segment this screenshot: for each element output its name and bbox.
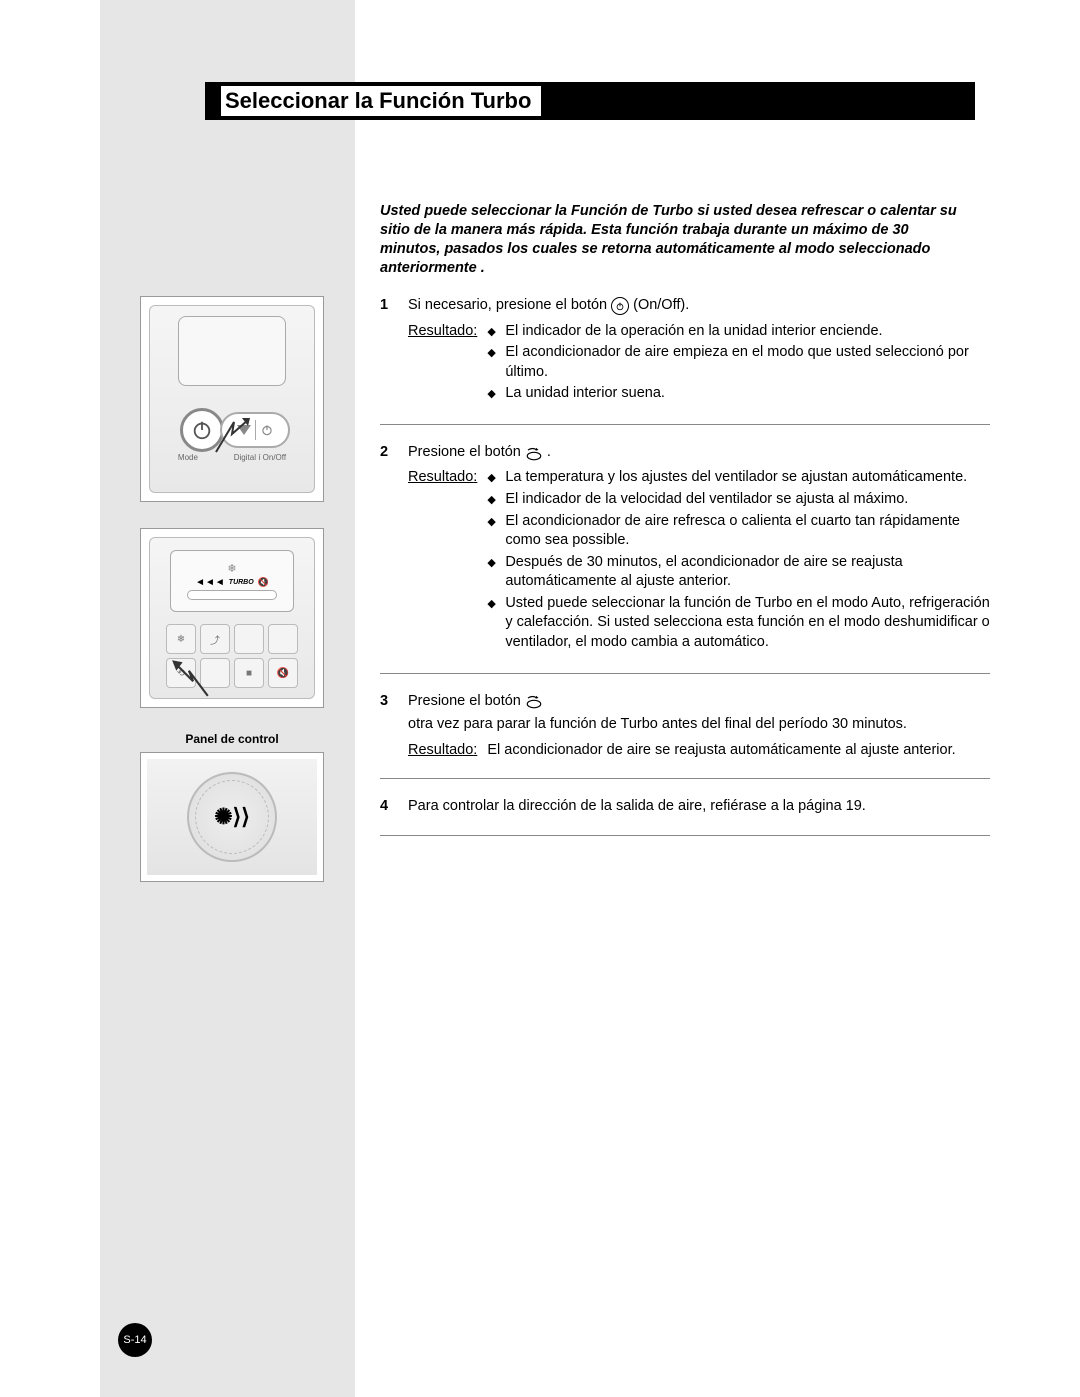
diamond-bullet-icon [487,384,499,404]
step-number: 2 [380,443,394,655]
panel-de-control-label: Panel de control [140,732,324,746]
step-text: . [547,443,551,463]
fan-bars-icon: ◄◄◄ [195,577,225,588]
step: 4 Para controlar la dirección de la salid… [380,797,990,836]
remote-screen [178,316,286,386]
step-number: 3 [380,692,394,761]
turbo-icon [525,444,543,462]
panel-dial: ✺⟩⟩ [187,772,277,862]
snowflake-icon: ❄ [227,562,236,575]
remote-body: Mode Digital í On/Off [149,305,315,493]
result-text: El indicador de la operación en la unida… [505,322,882,342]
result-list: La temperatura y los ajustes del ventila… [487,468,990,654]
step: 1 Si necesario, presione el botón (On/Off… [380,296,990,425]
page-title: Seleccionar la Función Turbo [221,86,541,116]
power-icon [611,297,629,315]
remote-small-button: ❄ [166,624,196,654]
remote-body: ❄ ◄◄◄ TURBO 🔇 ❄ ⤴ ⟲ ■ 🔇 [149,537,315,699]
step-instruction: Si necesario, presione el botón (On/Off)… [408,296,990,316]
step-body: Para controlar la dirección de la salida… [408,797,990,817]
page-number: S-14 [123,1334,146,1346]
page-number-badge: S-14 [118,1323,152,1357]
left-sidebar: Mode Digital í On/Off ❄ ◄◄◄ TURBO [100,0,355,1397]
step-body: Presione el botón . Resultado La temperatu… [408,443,990,655]
result-item: El indicador de la operación en la unida… [487,322,990,342]
resultado-row: Resultado La temperatura y los ajustes de… [408,468,990,654]
panel-inner: ✺⟩⟩ [147,759,317,875]
resultado-row: Resultado El indicador de la operación en… [408,322,990,406]
result-item: El indicador de la velocidad del ventila… [487,490,990,510]
result-text: El acondicionador de aire empieza en el … [505,343,990,382]
result-item: Usted puede seleccionar la función de Tu… [487,594,990,653]
step-instruction: Presione el botón . [408,443,990,463]
step-text: (On/Off). [633,296,689,316]
result-item: La unidad interior suena. [487,384,990,404]
remote-button-labels: Mode Digital í On/Off [160,453,304,462]
power-icon [260,423,274,437]
resultado-label: Resultado [408,322,477,406]
step-body: Presione el botón otra vez para parar la… [408,692,990,761]
remote-screen: ❄ ◄◄◄ TURBO 🔇 [170,550,294,612]
remote-small-button: ■ [234,658,264,688]
result-text: El acondicionador de aire refresca o cal… [505,512,990,551]
resultado-row: Resultado El acondicionador de aire se re… [408,741,990,761]
remote-illustration-1: Mode Digital í On/Off [140,296,324,502]
remote-small-button: ⤴ [200,624,230,654]
step: 2 Presione el botón . Resultado La temperat… [380,443,990,674]
remote-small-button [268,624,298,654]
step-instruction: Para controlar la dirección de la salida… [408,797,990,817]
diamond-bullet-icon [487,468,499,488]
result-text: El acondicionador de aire se reajusta au… [487,741,990,761]
result-list: El indicador de la operación en la unida… [487,322,990,406]
diamond-bullet-icon [487,343,499,382]
step-body: Si necesario, presione el botón (On/Off)… [408,296,990,406]
digital-onoff-label: Digital í On/Off [234,453,286,462]
intro-paragraph: Usted puede seleccionar la Función de Tu… [380,202,970,277]
step-instruction: Presione el botón otra vez para parar la… [408,692,990,735]
power-icon [191,419,213,441]
diamond-bullet-icon [487,490,499,510]
mode-label: Mode [178,453,198,462]
result-item: Después de 30 minutos, el acondicionador… [487,553,990,592]
remote-illustration-2: ❄ ◄◄◄ TURBO 🔇 ❄ ⤴ ⟲ ■ 🔇 [140,528,324,708]
result-text: Después de 30 minutos, el acondicionador… [505,553,990,592]
resultado-label: Resultado [408,468,477,654]
diamond-bullet-icon [487,594,499,653]
pointer-arrow-icon [170,656,212,698]
step-text: Presione el botón [408,443,521,463]
step-number: 1 [380,296,394,406]
display-bar [187,590,277,600]
fan-icon: ✺⟩⟩ [214,804,250,830]
turbo-label: TURBO [229,579,254,586]
result-item: El acondicionador de aire refresca o cal… [487,512,990,551]
step-text: Si necesario, presione el botón [408,296,607,316]
divider [255,420,256,440]
step-number: 4 [380,797,394,817]
result-text: El indicador de la velocidad del ventila… [505,490,908,510]
turbo-icon [525,692,543,710]
turbo-indicator-row: ◄◄◄ TURBO 🔇 [195,577,269,588]
diamond-bullet-icon [487,512,499,551]
step-text: Para controlar la dirección de la salida… [408,797,866,817]
steps-list: 1 Si necesario, presione el botón (On/Off… [380,296,990,854]
sound-icon: 🔇 [258,577,269,588]
pointer-arrow-icon [214,414,254,454]
result-item: La temperatura y los ajustes del ventila… [487,468,990,488]
diamond-bullet-icon [487,322,499,342]
step: 3 Presione el botón otra vez para parar l… [380,692,990,780]
title-bar: Seleccionar la Función Turbo [205,82,975,120]
result-item: El acondicionador de aire empieza en el … [487,343,990,382]
result-text: La temperatura y los ajustes del ventila… [505,468,967,488]
remote-small-button [234,624,264,654]
control-panel-illustration: ✺⟩⟩ [140,752,324,882]
result-text: La unidad interior suena. [505,384,665,404]
step-text: otra vez para parar la función de Turbo … [408,715,907,735]
resultado-label: Resultado [408,741,477,761]
step-text: Presione el botón [408,692,521,712]
page: Mode Digital í On/Off ❄ ◄◄◄ TURBO [100,0,980,1397]
diamond-bullet-icon [487,553,499,592]
remote-small-button: 🔇 [268,658,298,688]
result-text: Usted puede seleccionar la función de Tu… [505,594,990,653]
